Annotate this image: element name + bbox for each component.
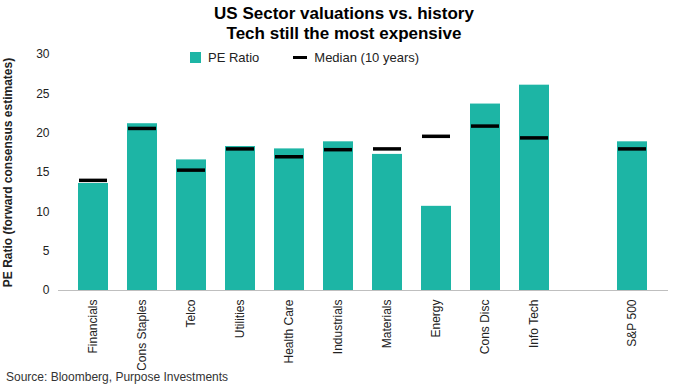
svg-text:Industrials: Industrials <box>331 300 345 355</box>
svg-text:PE Ratio (forward consensus es: PE Ratio (forward consensus estimates) <box>1 58 15 287</box>
svg-text:Health Care: Health Care <box>282 299 296 363</box>
svg-text:30: 30 <box>36 47 50 61</box>
svg-text:Telco: Telco <box>184 299 198 327</box>
svg-text:0: 0 <box>43 283 50 297</box>
svg-text:20: 20 <box>36 126 50 140</box>
svg-text:Financials: Financials <box>86 300 100 354</box>
svg-text:Info Tech: Info Tech <box>527 300 541 348</box>
svg-text:25: 25 <box>36 87 50 101</box>
svg-text:10: 10 <box>36 205 50 219</box>
svg-text:15: 15 <box>36 165 50 179</box>
svg-text:Energy: Energy <box>429 300 443 338</box>
html-text:PE Ratio: PE Ratio <box>208 50 260 65</box>
svg-text:Materials: Materials <box>380 300 394 349</box>
svg-text:5: 5 <box>43 244 50 258</box>
svg-text:Utilities: Utilities <box>233 300 247 339</box>
html-text:US Sector valuations vs. histo: US Sector valuations vs. history <box>214 4 474 23</box>
html-text:Tech still the most expensive: Tech still the most expensive <box>226 24 462 43</box>
svg-text:Cons Staples: Cons Staples <box>135 300 149 371</box>
svg-text:S&P 500: S&P 500 <box>625 299 639 346</box>
html-text:Source: Bloomberg, Purpose Inv: Source: Bloomberg, Purpose Investments <box>6 370 229 384</box>
html-text:Median (10 years): Median (10 years) <box>314 50 420 65</box>
svg-text:Cons Disc: Cons Disc <box>478 300 492 355</box>
